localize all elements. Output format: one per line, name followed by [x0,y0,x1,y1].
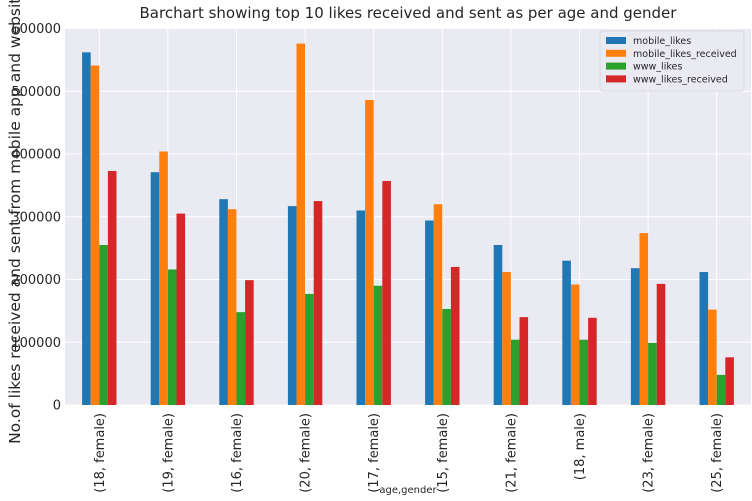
bar-mobile_likes_received-2 [227,209,237,405]
x-tick-label: (18, female) [93,413,108,493]
legend-swatch-mobile_likes_received [606,49,626,57]
legend-label-www_likes_received: www_likes_received [633,74,728,85]
bar-www_likes_received-9 [725,357,734,405]
x-tick-label: (19, female) [161,413,176,493]
bar-www_likes_received-5 [450,266,460,405]
bar-www_likes_received-8 [656,283,666,405]
bar-www_likes_received-3 [313,201,323,405]
bar-mobile_likes_received-6 [502,271,511,405]
y-tick-label: 200000 [11,273,61,288]
bar-mobile_likes-4 [356,210,366,405]
bar-mobile_likes_received-7 [570,284,580,405]
legend: mobile_likes mobile_likes_received www_lik… [599,30,745,92]
bar-www_likes-3 [305,293,314,405]
bar-mobile_likes-5 [425,220,434,405]
x-axis-label: age,gender [379,485,437,496]
y-tick-label: 600000 [11,22,61,37]
bar-www_likes-8 [648,342,657,405]
bar-mobile_likes_received-4 [365,100,374,405]
legend-label-mobile_likes: mobile_likes [633,36,691,47]
y-ticks: 0 100000 200000 300000 400000 500000 600000 [11,22,61,414]
x-tick-label: (18, male) [573,413,588,480]
bar-www_likes_received-1 [176,213,186,405]
bar-mobile_likes-6 [493,244,503,405]
y-axis-label: No.of likes received and sent from mobil… [6,0,24,444]
legend-label-mobile_likes_received: mobile_likes_received [633,49,737,60]
legend-swatch-mobile_likes [606,37,626,44]
bar-www_likes-0 [99,244,108,405]
legend-swatch-www_likes_received [606,75,626,83]
y-tick-label: 100000 [11,336,61,351]
bar-mobile_likes-0 [82,52,91,405]
bar-mobile_likes-8 [630,268,640,405]
bar-www_likes_received-6 [519,317,529,405]
bar-www_likes-7 [579,339,589,405]
y-tick-label: 300000 [11,210,61,225]
bar-www_likes_received-2 [245,280,254,405]
bars [82,43,734,406]
bar-www_likes_received-0 [107,170,117,405]
chart-title: Barchart showing top 10 likes received a… [140,4,678,22]
bar-mobile_likes-9 [699,271,709,405]
bar-mobile_likes-1 [150,172,160,405]
bar-www_likes-2 [236,312,246,405]
legend-box [599,30,745,92]
bar-www_likes-9 [716,374,726,405]
bar-mobile_likes-3 [287,206,297,405]
x-tick-label: (23, female) [642,413,657,493]
x-tick-label: (17, female) [367,413,382,493]
bar-mobile_likes_received-1 [159,151,168,405]
x-ticks: (18, female) (19, female) (16, female) (20,… [93,413,725,493]
bar-www_likes_received-7 [588,317,597,405]
bar-www_likes-4 [373,285,383,405]
x-tick-label: (20, female) [299,413,314,493]
bar-mobile_likes_received-5 [433,204,443,405]
y-tick-label: 400000 [11,148,61,163]
y-tick-label: 500000 [11,85,61,100]
bar-mobile_likes-2 [219,199,228,405]
bar-www_likes_received-4 [382,180,391,405]
bar-mobile_likes_received-0 [90,65,100,406]
y-tick-label: 0 [53,399,61,414]
legend-swatch-www_likes [606,62,626,70]
bar-mobile_likes-7 [562,260,571,405]
bar-mobile_likes_received-8 [639,233,649,405]
x-tick-label: (21, female) [504,413,519,493]
legend-label-www_likes: www_likes [633,62,682,73]
x-tick-label: (15, female) [436,413,451,493]
x-tick-label: (16, female) [230,413,245,493]
bar-www_likes-1 [167,269,177,405]
x-tick-label: (25, female) [710,413,725,493]
bar-www_likes-6 [510,339,520,405]
bar-mobile_likes_received-9 [708,309,717,405]
bar-mobile_likes_received-3 [296,43,306,406]
bar-www_likes-5 [442,308,451,405]
